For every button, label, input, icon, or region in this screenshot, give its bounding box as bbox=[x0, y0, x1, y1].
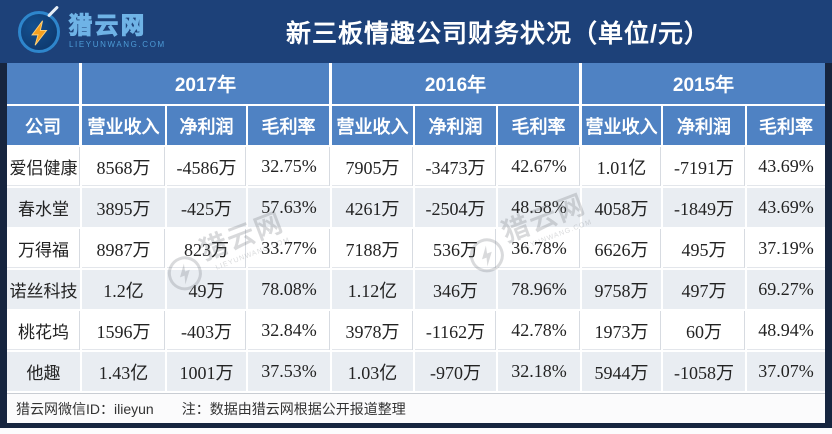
column-header-profit: 净利润 bbox=[663, 106, 748, 147]
data-cell: 42.67% bbox=[498, 147, 583, 188]
data-cell: -7191万 bbox=[663, 147, 748, 188]
data-cell: -1849万 bbox=[663, 188, 748, 229]
table-row: 万得福 8987万 823万 33.77% 7188万 536万 36.78% … bbox=[7, 229, 826, 270]
footer-note: 猎云网微信ID：ilieyun 注：数据由猎云网根据公开报道整理 bbox=[7, 393, 825, 423]
data-cell: 43.69% bbox=[747, 147, 826, 188]
data-cell: 4261万 bbox=[332, 188, 416, 229]
column-header-margin: 毛利率 bbox=[248, 106, 333, 147]
data-cell: 8568万 bbox=[82, 147, 167, 188]
company-cell: 春水堂 bbox=[7, 188, 82, 229]
data-cell: 6626万 bbox=[582, 229, 664, 270]
data-cell: 48.58% bbox=[498, 188, 583, 229]
table-row: 爱侣健康 8568万 -4586万 32.75% 7905万 -3473万 42… bbox=[7, 147, 826, 188]
company-cell: 诺丝科技 bbox=[7, 270, 82, 311]
data-cell: 1.03亿 bbox=[332, 352, 416, 393]
year-header-row: 2017年 2016年 2015年 bbox=[7, 63, 826, 106]
table-row: 桃花坞 1596万 -403万 32.84% 3978万 -1162万 42.7… bbox=[7, 311, 826, 352]
table-area: 2017年 2016年 2015年 公司 营业收入 净利润 毛利率 营业收入 净… bbox=[7, 63, 826, 423]
data-cell: 33.77% bbox=[248, 229, 333, 270]
logo-text: 猎云网 bbox=[68, 12, 147, 38]
data-cell: 32.84% bbox=[248, 311, 333, 352]
year-header-2017: 2017年 bbox=[82, 63, 333, 106]
data-cell: 78.96% bbox=[498, 270, 583, 311]
data-cell: 8987万 bbox=[82, 229, 167, 270]
data-cell: -4586万 bbox=[167, 147, 248, 188]
data-cell: 42.78% bbox=[498, 311, 583, 352]
data-cell: 7905万 bbox=[332, 147, 416, 188]
data-cell: 32.75% bbox=[248, 147, 333, 188]
company-cell: 他趣 bbox=[7, 352, 82, 393]
table-row: 春水堂 3895万 -425万 57.63% 4261万 -2504万 48.5… bbox=[7, 188, 826, 229]
lieyun-logo: 猎云网 LIEYUNWANG.COM bbox=[18, 4, 186, 53]
data-cell: -2504万 bbox=[415, 188, 499, 229]
data-cell: 36.78% bbox=[498, 229, 583, 270]
data-cell: 69.27% bbox=[747, 270, 826, 311]
data-cell: 1596万 bbox=[82, 311, 167, 352]
data-cell: 9758万 bbox=[582, 270, 664, 311]
logo-wordmark: 猎云网 LIEYUNWANG.COM bbox=[68, 12, 166, 49]
financial-table: 2017年 2016年 2015年 公司 营业收入 净利润 毛利率 营业收入 净… bbox=[7, 63, 826, 393]
data-cell: -1162万 bbox=[415, 311, 499, 352]
data-cell: 1973万 bbox=[582, 311, 664, 352]
company-cell: 爱侣健康 bbox=[7, 147, 82, 188]
data-cell: -970万 bbox=[415, 352, 499, 393]
corner-cell bbox=[7, 63, 82, 106]
data-cell: 7188万 bbox=[332, 229, 416, 270]
data-cell: 1.01亿 bbox=[582, 147, 664, 188]
column-header-row: 公司 营业收入 净利润 毛利率 营业收入 净利润 毛利率 营业收入 净利润 毛利… bbox=[7, 106, 826, 147]
lightning-bolt-icon bbox=[18, 4, 60, 53]
pencil-accent-icon bbox=[46, 4, 60, 18]
bottom-edge bbox=[0, 428, 832, 434]
data-cell: 37.19% bbox=[747, 229, 826, 270]
company-cell: 万得福 bbox=[7, 229, 82, 270]
company-cell: 桃花坞 bbox=[7, 311, 82, 352]
data-cell: 823万 bbox=[167, 229, 248, 270]
data-cell: 3895万 bbox=[82, 188, 167, 229]
data-cell: 1.12亿 bbox=[332, 270, 416, 311]
data-cell: 32.18% bbox=[498, 352, 583, 393]
data-cell: 536万 bbox=[415, 229, 499, 270]
data-cell: 49万 bbox=[167, 270, 248, 311]
column-header-margin: 毛利率 bbox=[498, 106, 583, 147]
column-header-margin: 毛利率 bbox=[747, 106, 826, 147]
data-cell: 1001万 bbox=[167, 352, 248, 393]
table-row: 他趣 1.43亿 1001万 37.53% 1.03亿 -970万 32.18%… bbox=[7, 352, 826, 393]
column-header-revenue: 营业收入 bbox=[582, 106, 664, 147]
data-cell: -1058万 bbox=[663, 352, 748, 393]
data-cell: 4058万 bbox=[582, 188, 664, 229]
data-cell: -403万 bbox=[167, 311, 248, 352]
data-cell: 497万 bbox=[663, 270, 748, 311]
data-cell: 3978万 bbox=[332, 311, 416, 352]
data-cell: 37.07% bbox=[747, 352, 826, 393]
data-cell: 5944万 bbox=[582, 352, 664, 393]
data-cell: 1.43亿 bbox=[82, 352, 167, 393]
data-cell: 48.94% bbox=[747, 311, 826, 352]
data-cell: -3473万 bbox=[415, 147, 499, 188]
data-cell: 495万 bbox=[663, 229, 748, 270]
data-cell: 78.08% bbox=[248, 270, 333, 311]
page-title: 新三板情趣公司财务状况（单位/元） bbox=[286, 19, 710, 48]
column-header-profit: 净利润 bbox=[415, 106, 499, 147]
data-cell: 1.2亿 bbox=[82, 270, 167, 311]
column-header-revenue: 营业收入 bbox=[82, 106, 167, 147]
data-cell: 37.53% bbox=[248, 352, 333, 393]
data-cell: 346万 bbox=[415, 270, 499, 311]
footer-wechat-id: 猎云网微信ID：ilieyun bbox=[16, 400, 154, 417]
header-banner: 猎云网 LIEYUNWANG.COM 新三板情趣公司财务状况（单位/元） bbox=[0, 0, 832, 63]
data-cell: -425万 bbox=[167, 188, 248, 229]
data-cell: 43.69% bbox=[747, 188, 826, 229]
column-header-profit: 净利润 bbox=[167, 106, 248, 147]
data-cell: 57.63% bbox=[248, 188, 333, 229]
footer-source-note: 注：数据由猎云网根据公开报道整理 bbox=[181, 400, 406, 417]
year-header-2015: 2015年 bbox=[582, 63, 826, 106]
logo-domain-text: LIEYUNWANG.COM bbox=[69, 40, 166, 49]
company-column-header: 公司 bbox=[7, 106, 82, 147]
table-row: 诺丝科技 1.2亿 49万 78.08% 1.12亿 346万 78.96% 9… bbox=[7, 270, 826, 311]
column-header-revenue: 营业收入 bbox=[332, 106, 416, 147]
data-cell: 60万 bbox=[663, 311, 748, 352]
year-header-2016: 2016年 bbox=[332, 63, 583, 106]
